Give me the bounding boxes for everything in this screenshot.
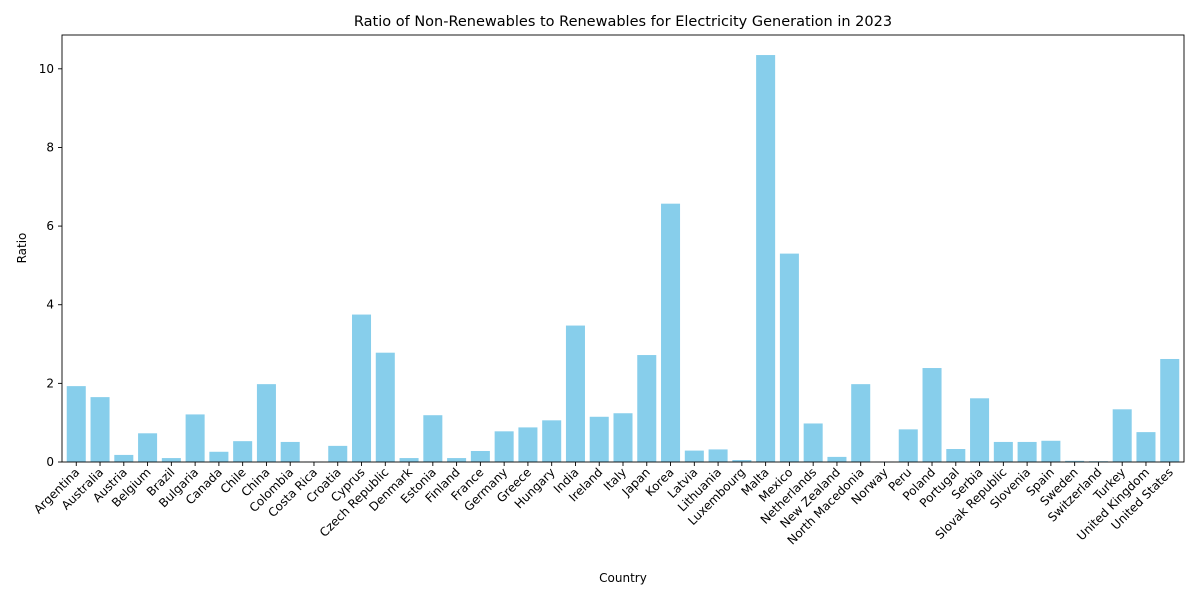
bar-italy	[613, 413, 633, 462]
bar-estonia	[423, 415, 443, 462]
bar-korea	[661, 203, 681, 462]
y-tick-label: 6	[46, 219, 54, 233]
bar-cyprus	[352, 314, 372, 462]
y-tick-label: 4	[46, 298, 54, 312]
bar-germany	[494, 431, 514, 462]
bar-ireland	[589, 416, 609, 462]
y-tick-label: 8	[46, 140, 54, 154]
y-axis-label: Ratio	[15, 233, 29, 264]
bar-spain	[1041, 440, 1061, 462]
bar-argentina	[66, 386, 86, 462]
bar-lithuania	[708, 449, 728, 462]
bar-brazil	[161, 458, 181, 462]
plot-frame	[61, 34, 1185, 463]
bar-czech-republic	[375, 352, 395, 462]
bar-hungary	[542, 420, 562, 462]
x-axis-label: Country	[599, 571, 647, 585]
bar-netherlands	[803, 423, 823, 462]
y-tick-label: 0	[46, 455, 54, 469]
bar-united-kingdom	[1136, 432, 1156, 462]
bar-united-states	[1160, 358, 1180, 462]
bar-slovenia	[1017, 441, 1037, 462]
bar-slovak-republic	[993, 441, 1013, 462]
bar-japan	[637, 355, 657, 462]
axes-frame	[61, 34, 1185, 463]
y-tick-label: 10	[39, 62, 54, 76]
bar-mexico	[779, 253, 799, 462]
bar-luxembourg	[732, 460, 752, 462]
bar-poland	[922, 368, 942, 462]
y-axis-ticks: 0 2 4 6 8 10	[39, 62, 62, 469]
bar-croatia	[328, 445, 348, 462]
bar-sweden	[1065, 460, 1085, 462]
bar-belgium	[138, 433, 158, 462]
x-axis-ticks: ArgentinaAustraliaAustriaBelgiumBrazilBu…	[31, 462, 1176, 547]
bar-bulgaria	[185, 414, 205, 462]
chart-title: Ratio of Non-Renewables to Renewables fo…	[354, 14, 892, 30]
bar-finland	[447, 458, 467, 462]
bar-india	[565, 325, 585, 462]
bar-malta	[756, 55, 776, 463]
bar-china	[256, 384, 276, 462]
bar-latvia	[684, 450, 704, 462]
bar-serbia	[970, 398, 990, 462]
bar-france	[470, 450, 490, 462]
bar-colombia	[280, 441, 300, 462]
bar-turkey	[1112, 409, 1132, 462]
bar-australia	[90, 397, 110, 462]
bar-canada	[209, 451, 229, 462]
bar-peru	[898, 429, 918, 462]
bars-group	[66, 55, 1180, 463]
bar-chile	[233, 441, 253, 462]
bar-denmark	[399, 458, 419, 462]
bar-greece	[518, 427, 538, 462]
bar-new-zealand	[827, 456, 847, 462]
bar-north-macedonia	[851, 384, 871, 462]
bar-portugal	[946, 449, 966, 462]
bar-austria	[114, 454, 134, 462]
y-tick-label: 2	[46, 376, 54, 390]
